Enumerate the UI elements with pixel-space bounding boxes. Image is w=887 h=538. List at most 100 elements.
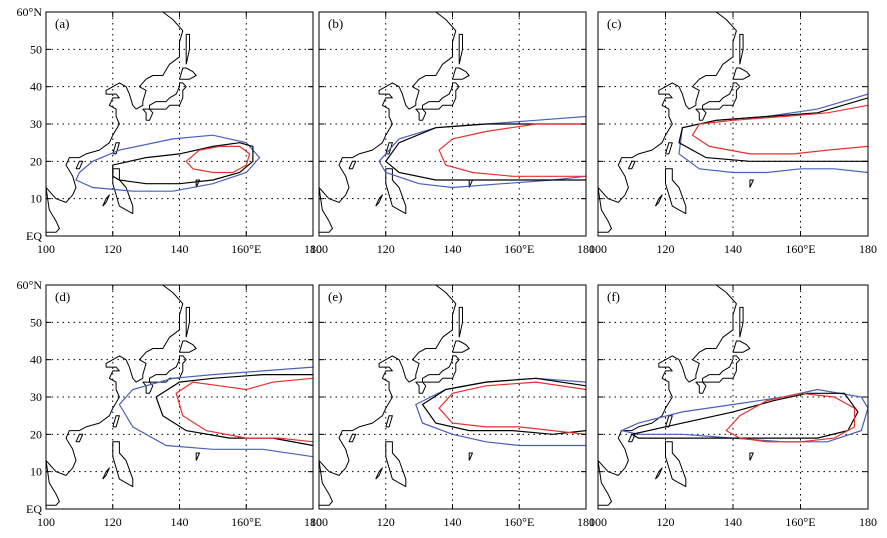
coastline (422, 355, 460, 383)
lon-tick-label: 160°E (785, 242, 815, 256)
coastline (665, 168, 687, 215)
coastline (749, 452, 754, 461)
clipped-content (319, 12, 586, 233)
lat-tick-label: EQ (26, 229, 42, 243)
lon-tick-label: 100 (37, 515, 55, 529)
coastline (627, 160, 636, 170)
lon-tick-label: 100 (589, 242, 607, 256)
lon-tick-label: 120 (104, 515, 122, 529)
lon-tick-label: 100 (310, 515, 328, 529)
panel-label: (d) (55, 289, 70, 304)
coastline (195, 452, 200, 461)
coastline (702, 355, 741, 383)
contour-red (175, 377, 313, 443)
coastline (375, 194, 383, 207)
coastline (654, 194, 663, 207)
coastline (348, 160, 357, 170)
lon-tick-label: 120 (104, 242, 122, 256)
coastline (665, 441, 687, 488)
lat-tick-label: 10 (30, 192, 42, 206)
coastline (749, 179, 754, 188)
map-panel-a: 100 120 140 160°E 180 EQ 10 20 30 40 50 60°N (a) (17, 5, 322, 256)
lon-tick-label: 180 (859, 515, 877, 529)
coastline (422, 82, 460, 110)
coastline (385, 142, 393, 155)
coastline (458, 33, 463, 65)
panel-label: (e) (328, 289, 342, 304)
coastline (654, 467, 663, 480)
coastline (112, 142, 120, 155)
coastline (185, 33, 190, 65)
coastline (46, 285, 184, 506)
contour-blue (75, 134, 261, 192)
lat-tick-label: EQ (26, 502, 42, 516)
lon-tick-label: 140 (724, 515, 742, 529)
coastline (112, 415, 120, 428)
lat-tick-label: 30 (30, 390, 42, 404)
coastline (179, 67, 197, 80)
lat-tick-label: 40 (30, 80, 42, 94)
coastline (112, 168, 134, 215)
lon-tick-label: 140 (171, 242, 189, 256)
lat-tick-label: 50 (30, 42, 42, 56)
lon-tick-label: 180 (577, 242, 595, 256)
lon-tick-label: 140 (444, 242, 462, 256)
lon-tick-label: 160°E (231, 515, 261, 529)
lon-tick-label: 160°E (231, 242, 261, 256)
panel-label: (f) (607, 289, 620, 304)
lon-tick-label: 120 (377, 242, 395, 256)
contour-blue (619, 388, 868, 443)
coastline (385, 441, 407, 488)
lon-tick-label: 100 (589, 515, 607, 529)
map-panel-c: 100 120 140 160°E 180 (c) (589, 11, 877, 256)
clipped-content (46, 12, 261, 233)
coastline (732, 67, 751, 80)
lat-tick-label: 20 (30, 427, 42, 441)
map-panel-d: 100 120 140 160°E 180 EQ 10 20 30 40 50 60°N (d) (17, 278, 322, 529)
coastline (75, 160, 84, 170)
coastline (102, 467, 110, 480)
coastline (385, 168, 407, 215)
contour-black (421, 377, 586, 435)
clipped-content (598, 285, 868, 506)
lon-tick-label: 180 (304, 515, 322, 529)
lon-tick-label: 140 (171, 515, 189, 529)
clipped-content (46, 285, 313, 506)
contour-black (384, 123, 586, 181)
lon-tick-label: 120 (657, 515, 675, 529)
coastline (702, 82, 741, 110)
coastline (149, 355, 187, 383)
coastline (598, 285, 737, 506)
coastline (665, 142, 673, 155)
coastline (732, 340, 751, 353)
coastline (142, 108, 154, 121)
coastline (112, 441, 134, 488)
contour-red (185, 145, 251, 174)
coastline (319, 285, 457, 506)
coastline (627, 433, 636, 443)
coastline (739, 306, 744, 338)
coastline (739, 33, 744, 65)
lon-tick-label: 120 (657, 242, 675, 256)
coastline (75, 433, 84, 443)
clipped-content (598, 12, 868, 233)
coastline (46, 12, 184, 233)
lat-tick-label: 60°N (17, 5, 43, 19)
lat-tick-label: 30 (30, 117, 42, 131)
map-panel-e: 100 120 140 160°E 180 (e) (310, 284, 595, 529)
coastline (102, 194, 110, 207)
lat-tick-label: 50 (30, 315, 42, 329)
coastline (179, 340, 197, 353)
panel-label: (a) (55, 16, 69, 31)
coastline (319, 12, 457, 233)
contour-red (691, 104, 868, 155)
contour-blue (118, 366, 313, 458)
lon-tick-label: 180 (577, 515, 595, 529)
contour-black (112, 142, 254, 185)
contour-black (678, 97, 868, 162)
coastline (415, 381, 427, 394)
coastline (598, 12, 737, 233)
lon-tick-label: 140 (724, 242, 742, 256)
lat-tick-label: 60°N (17, 278, 43, 292)
